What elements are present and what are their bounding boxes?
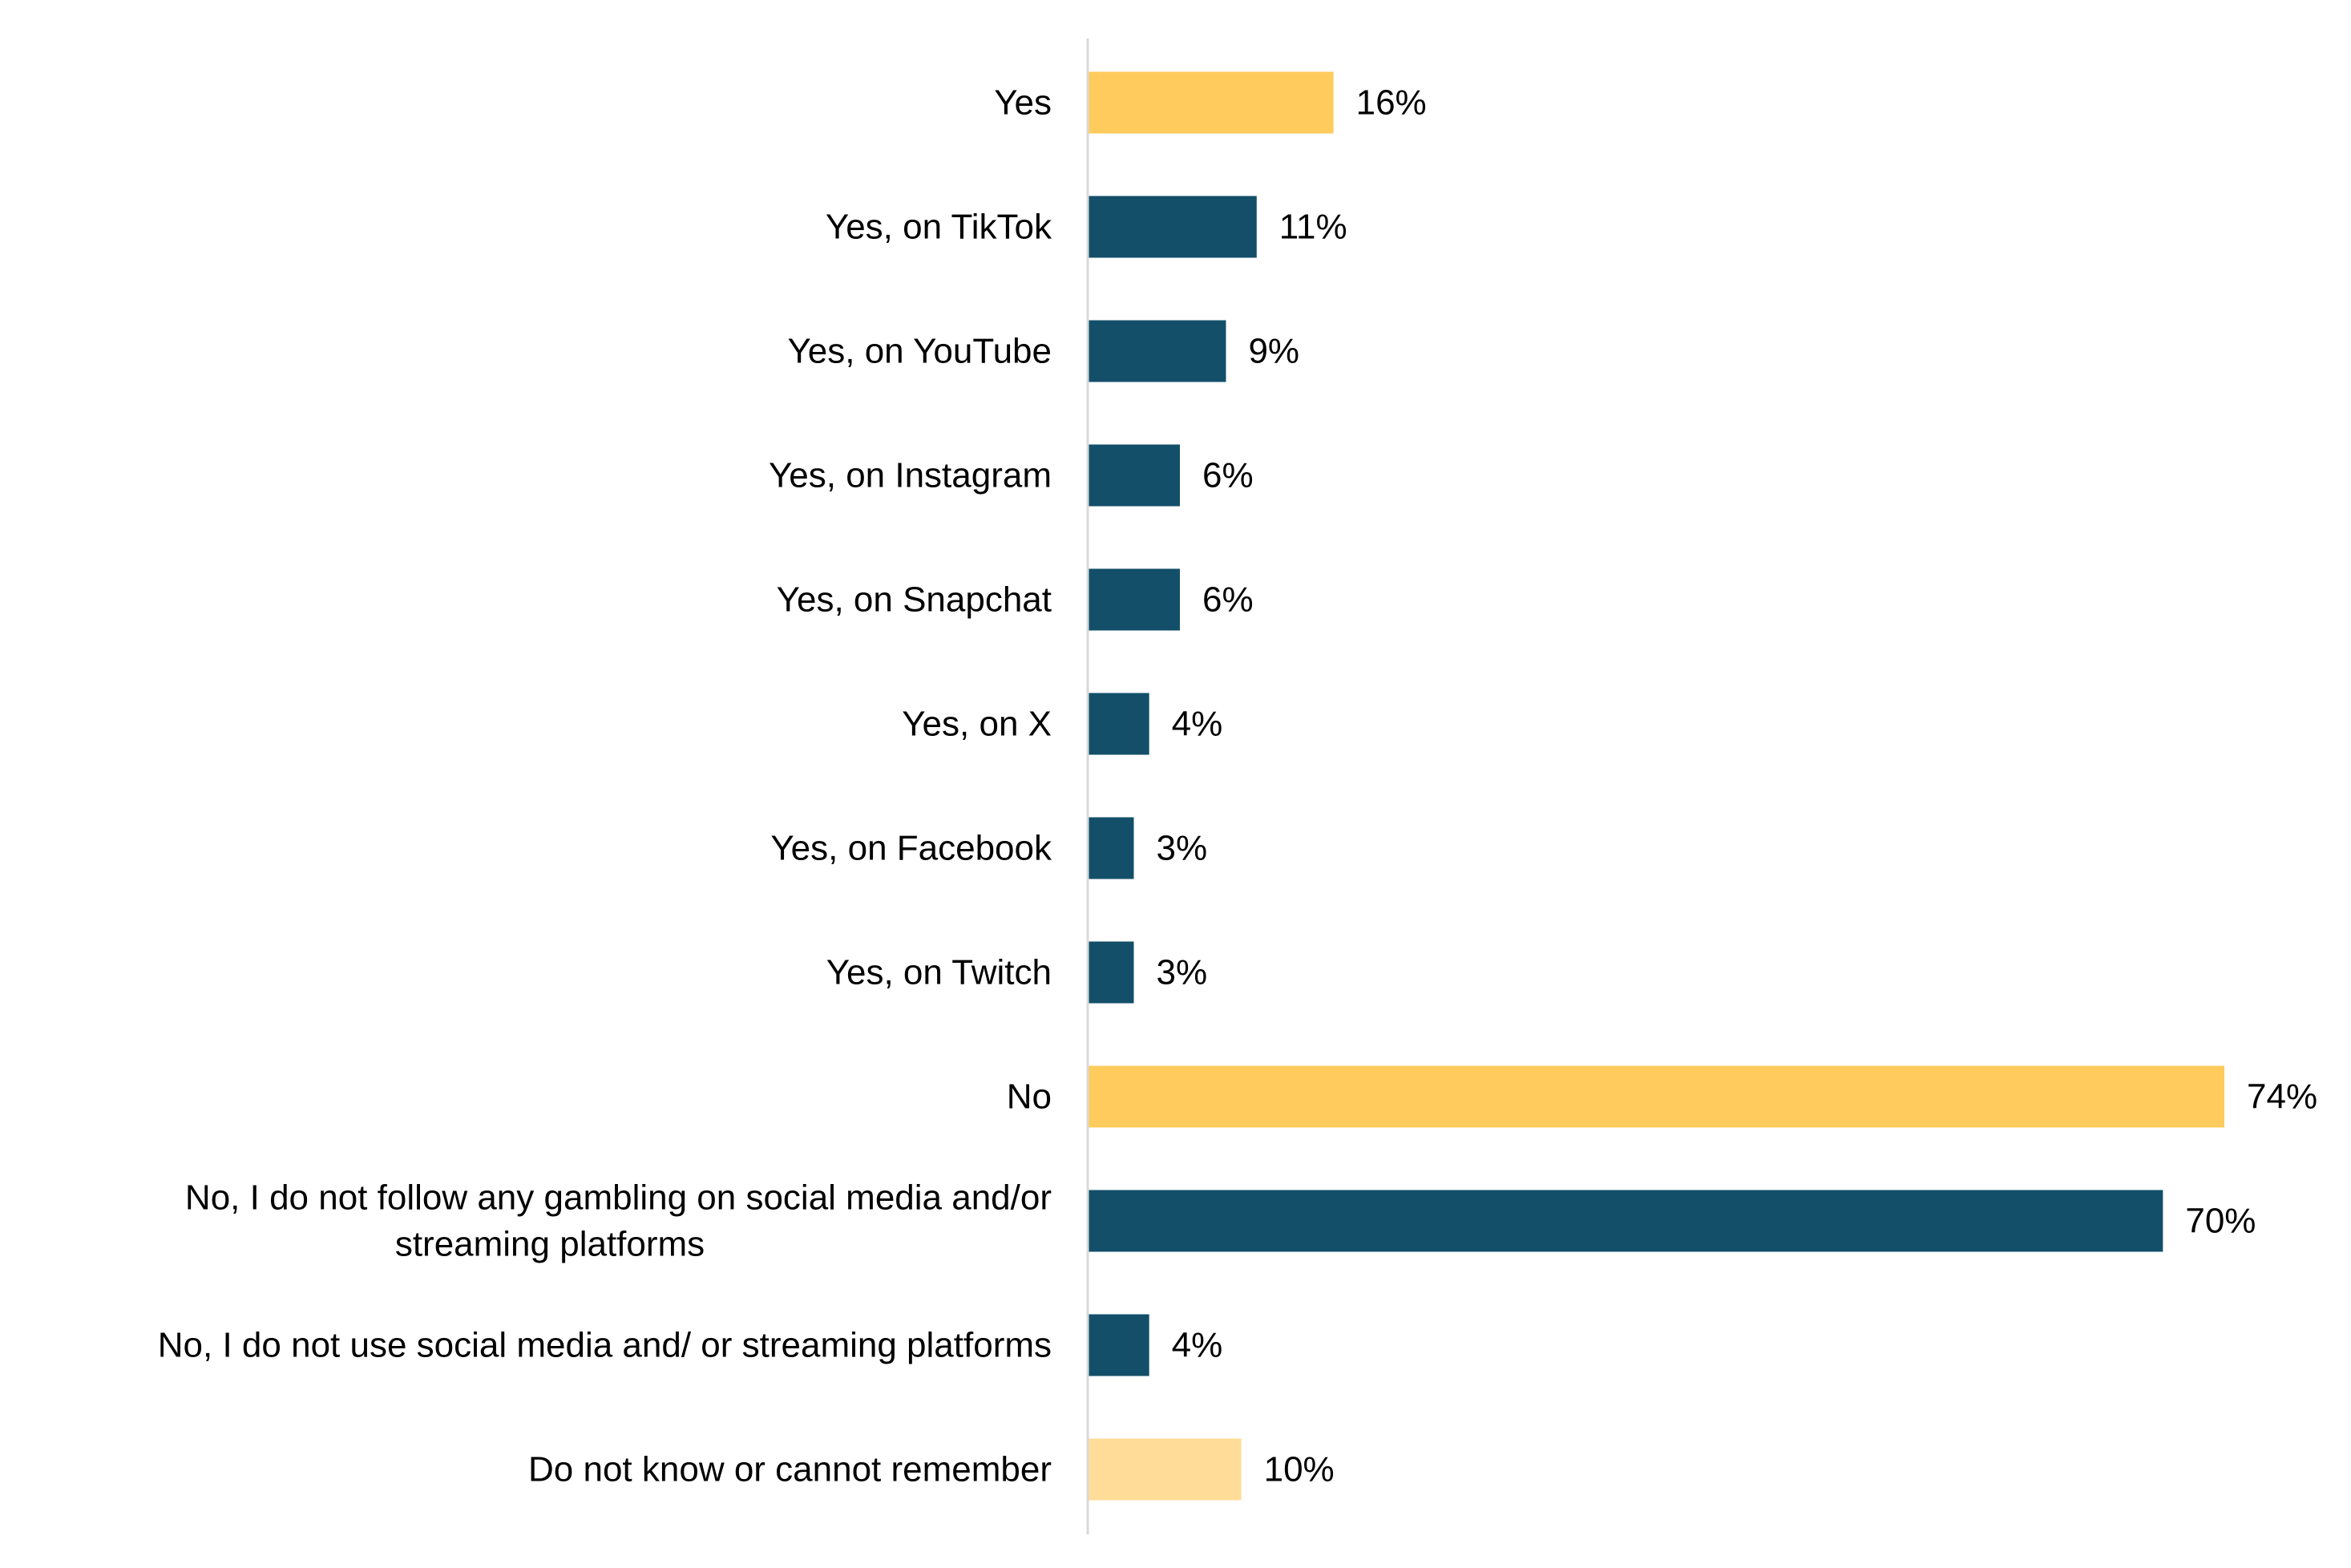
category-label-11: Do not know or cannot remember (528, 1450, 1052, 1489)
value-label-9: 70% (2185, 1202, 2256, 1241)
labels-layer: 16% Yes 11% Yes, on TikTok 9% Yes, on YouTube… (158, 83, 2317, 1489)
bar-2 (1088, 320, 1226, 382)
bar-0 (1088, 71, 1334, 134)
bar-10 (1088, 1314, 1149, 1376)
bars-layer (1088, 71, 2224, 1501)
category-label-8: No (1007, 1077, 1052, 1117)
category-label-9-line-0: No, I do not follow any gambling on soci… (185, 1178, 1052, 1218)
value-label-2: 9% (1248, 332, 1299, 371)
category-label-0: Yes (994, 83, 1052, 123)
bar-6 (1088, 817, 1134, 879)
category-label-3: Yes, on Instagram (769, 456, 1052, 495)
value-label-5: 4% (1172, 705, 1223, 744)
bar-7 (1088, 941, 1134, 1004)
category-label-5: Yes, on X (902, 705, 1052, 744)
bar-1 (1088, 196, 1257, 258)
value-label-1: 11% (1279, 208, 1347, 247)
bar-9 (1088, 1190, 2163, 1252)
category-label-10: No, I do not use social media and/ or st… (158, 1326, 1052, 1365)
value-label-8: 74% (2247, 1077, 2317, 1117)
value-label-6: 3% (1156, 829, 1207, 868)
value-label-10: 4% (1172, 1326, 1223, 1365)
value-label-11: 10% (1264, 1450, 1335, 1489)
value-label-3: 6% (1202, 456, 1254, 495)
bar-5 (1088, 693, 1149, 755)
value-label-0: 16% (1356, 83, 1427, 123)
category-label-4: Yes, on Snapchat (777, 580, 1052, 620)
bar-8 (1088, 1065, 2224, 1128)
category-label-9-line-1: streaming platforms (395, 1225, 705, 1264)
category-label-9: No, I do not follow any gambling on soci… (185, 1178, 1052, 1264)
bar-4 (1088, 568, 1180, 631)
bar-3 (1088, 444, 1180, 507)
value-label-7: 3% (1156, 953, 1207, 992)
category-label-1: Yes, on TikTok (826, 208, 1052, 247)
value-label-4: 6% (1202, 580, 1254, 620)
category-label-6: Yes, on Facebook (770, 829, 1052, 868)
category-label-2: Yes, on YouTube (787, 332, 1052, 371)
bar-11 (1088, 1438, 1242, 1501)
category-label-7: Yes, on Twitch (826, 953, 1052, 992)
